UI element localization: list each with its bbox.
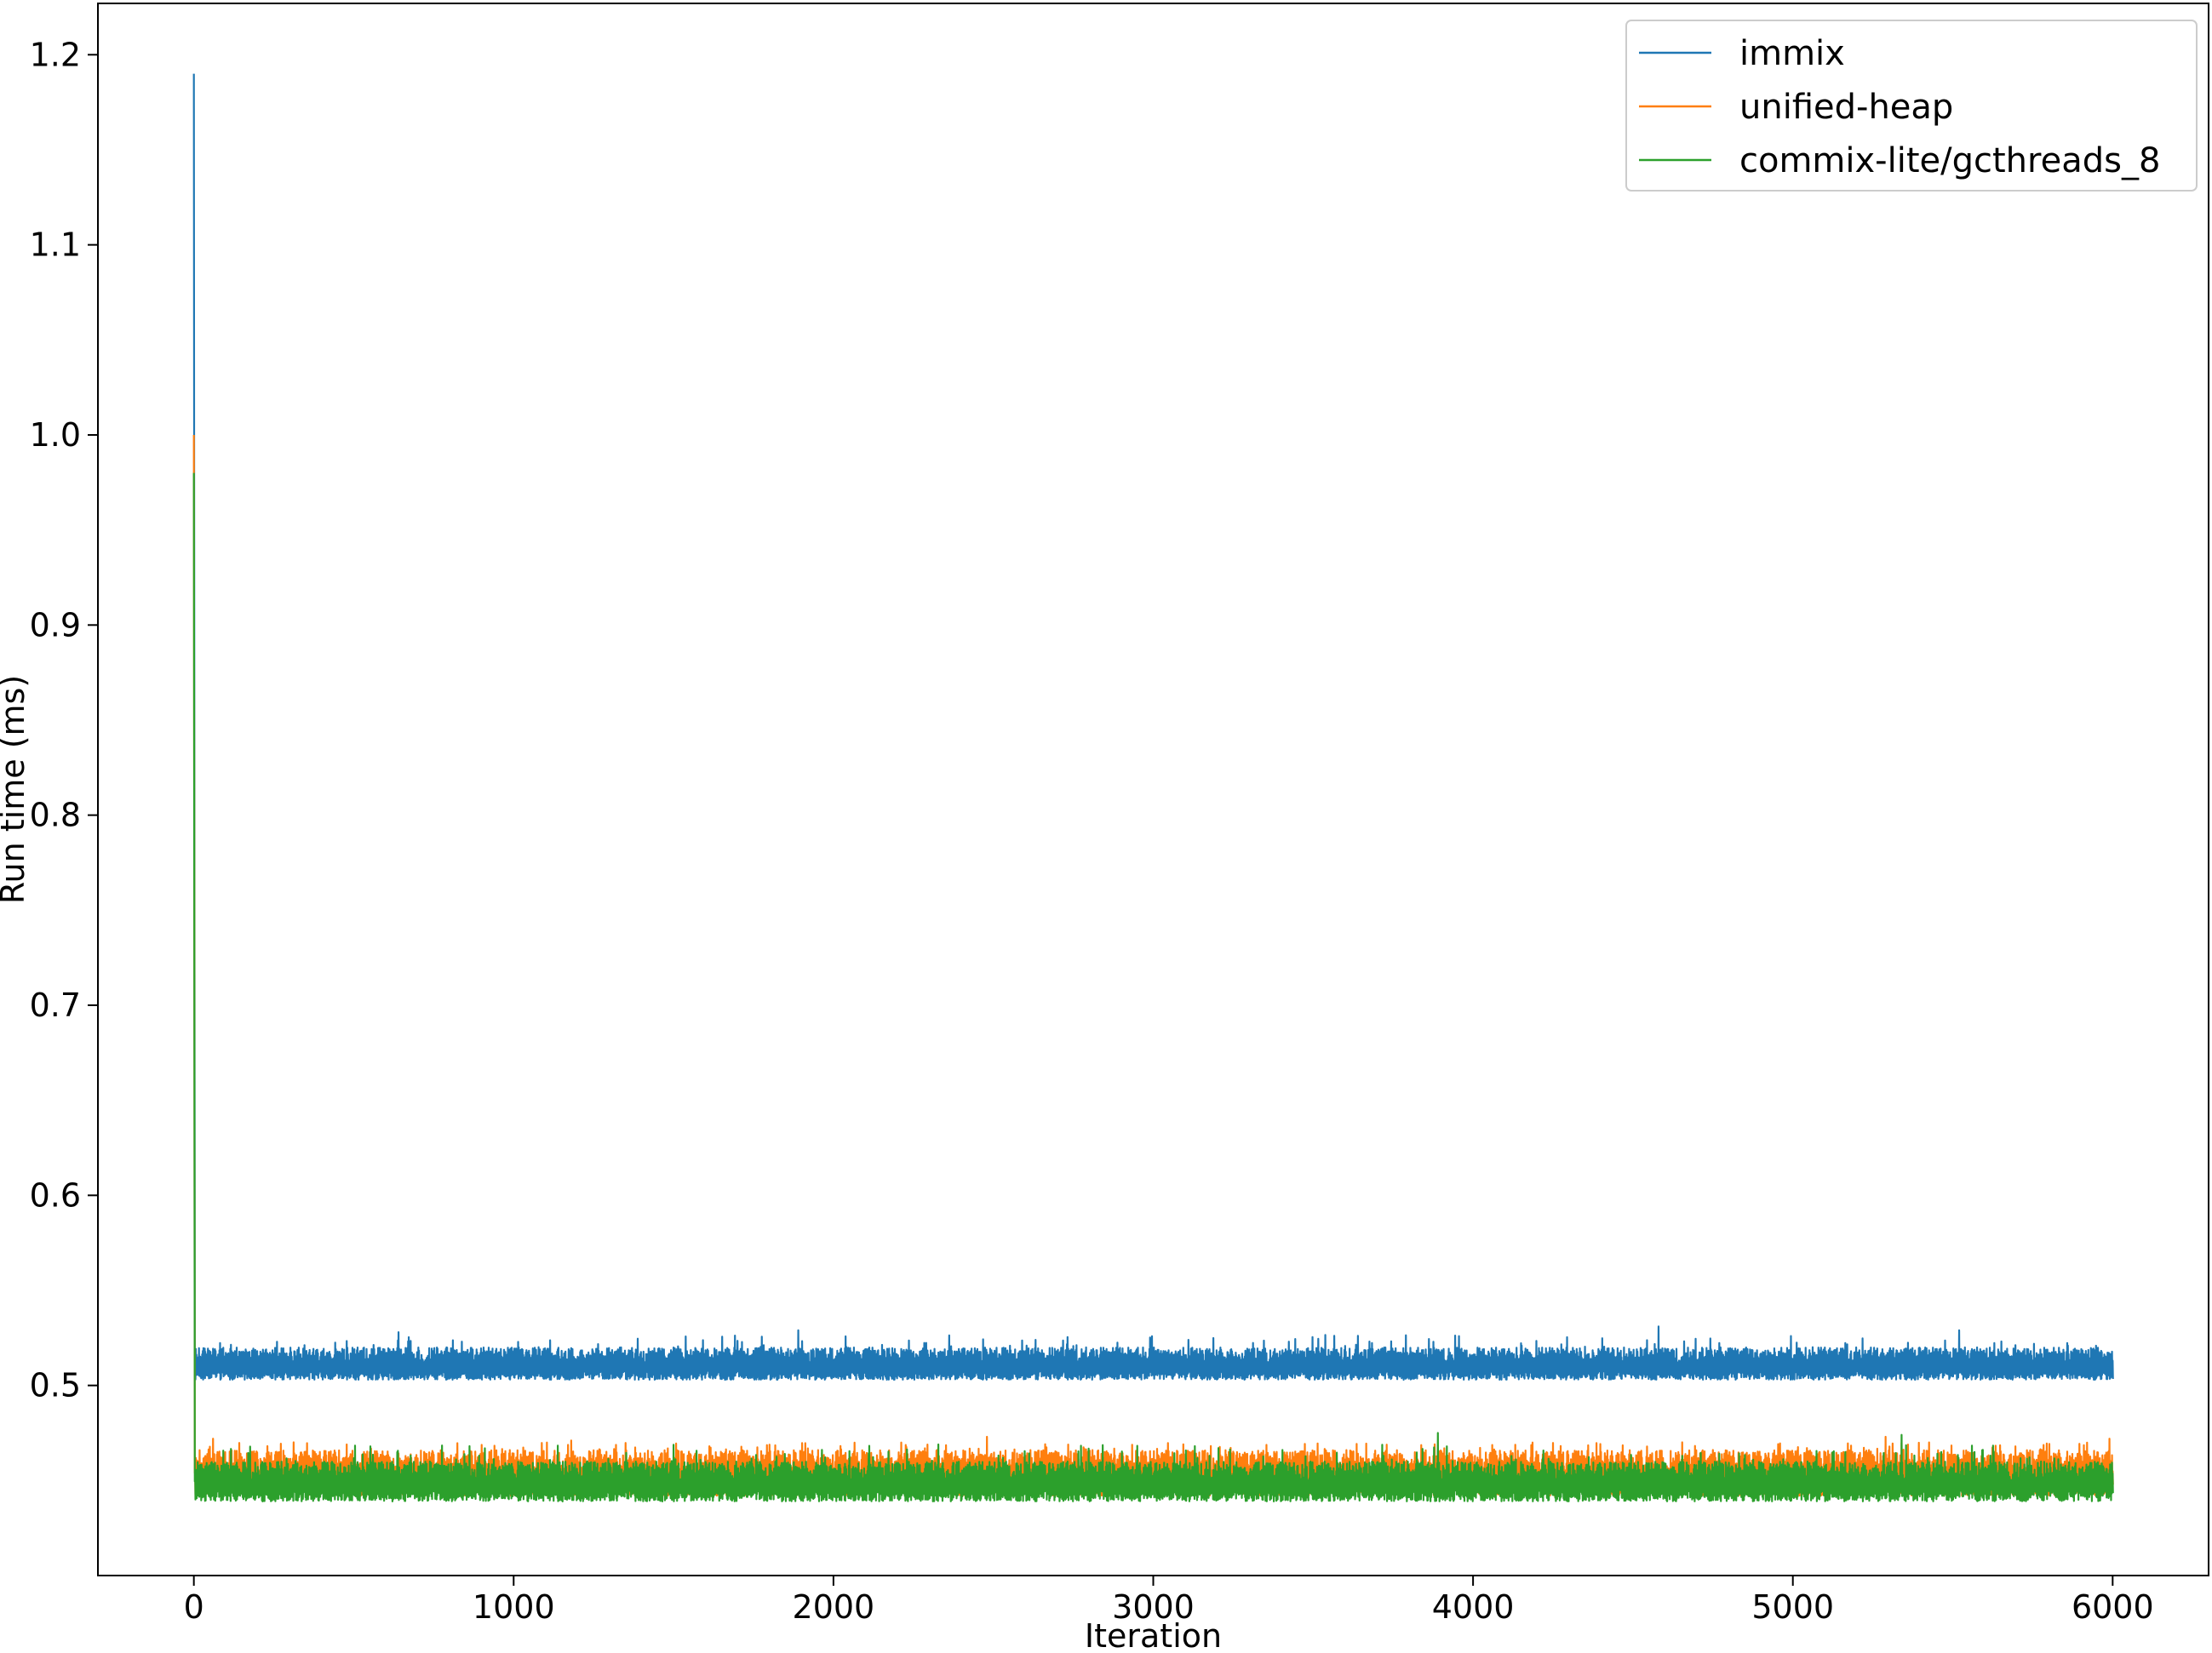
series-line-unified-heap bbox=[192, 434, 2114, 1497]
x-tick-label: 2000 bbox=[793, 1588, 875, 1626]
y-tick-label: 1.2 bbox=[30, 36, 81, 73]
x-tick-label: 1000 bbox=[473, 1588, 555, 1626]
x-tick-label: 4000 bbox=[1432, 1588, 1515, 1626]
legend: immix unified-heap commix-lite/gcthreads_8 bbox=[1625, 20, 2198, 192]
y-tick-label: 1.0 bbox=[30, 416, 81, 454]
ticks-layer: 0 1000 2000 3000 4000 5000 6000 0.5 0.6 0.7 0.8 0.9… bbox=[30, 36, 2154, 1626]
y-tick-label: 0.6 bbox=[30, 1176, 81, 1214]
legend-box bbox=[1625, 20, 2198, 192]
x-tick-label: 6000 bbox=[2072, 1588, 2154, 1626]
plot-frame bbox=[97, 3, 2209, 1576]
legend-label: unified-heap bbox=[1739, 88, 1953, 127]
legend-label: commix-lite/gcthreads_8 bbox=[1739, 141, 2160, 180]
legend-label: immix bbox=[1739, 34, 1845, 73]
y-tick-label: 0.8 bbox=[30, 797, 81, 834]
x-tick-label: 5000 bbox=[1751, 1588, 1834, 1626]
x-tick-label: 0 bbox=[184, 1588, 204, 1626]
series-layer bbox=[192, 73, 2114, 1502]
y-axis-label: Run time (ms) bbox=[0, 675, 32, 904]
x-axis-label: Iteration bbox=[1085, 1617, 1222, 1653]
y-tick-label: 0.7 bbox=[30, 987, 81, 1024]
series-line-commix-lite-gcthreads-8 bbox=[192, 472, 2114, 1502]
y-tick-label: 0.9 bbox=[30, 606, 81, 643]
y-tick-label: 1.1 bbox=[30, 226, 81, 264]
x-tick-label: 3000 bbox=[1112, 1588, 1195, 1626]
series-line-immix bbox=[192, 73, 2114, 1381]
y-tick-label: 0.5 bbox=[30, 1367, 81, 1404]
